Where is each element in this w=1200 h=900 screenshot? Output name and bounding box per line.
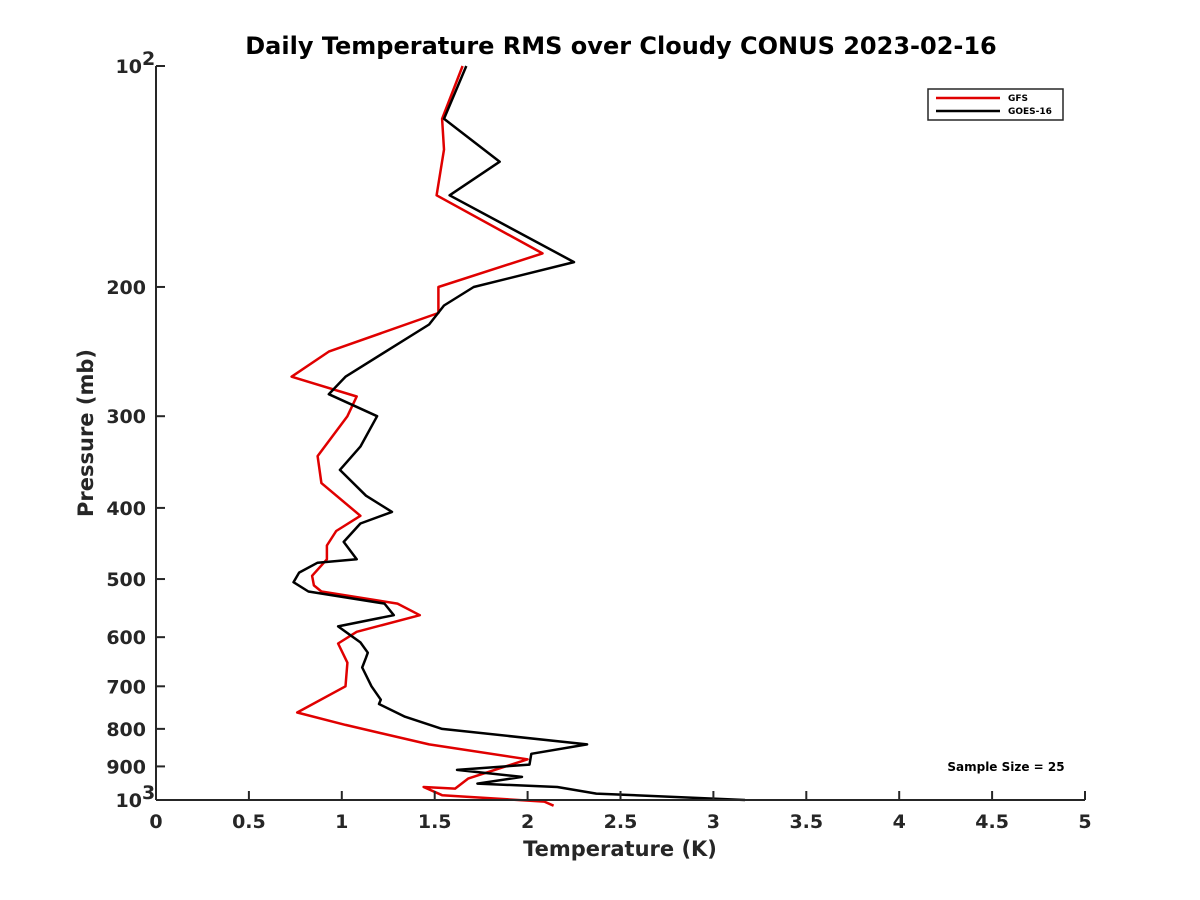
y-tick-label: 300 [106,406,146,428]
y-tick-label: 800 [106,719,146,741]
y-tick-label: 10 [116,790,142,812]
x-tick-label: 2 [521,811,534,833]
x-tick-label: 1.5 [418,811,452,833]
x-tick-label: 0 [149,811,162,833]
chart-legend: GFS GOES-16 [927,88,1064,121]
y-tick-label: 400 [106,498,146,520]
y-tick-exponent: 2 [142,48,155,70]
series-line-gfs [290,65,555,807]
y-tick-label: 700 [106,676,146,698]
legend-label: GFS [1008,94,1028,104]
x-tick-label: 1 [335,811,348,833]
x-tick-label: 5 [1078,811,1091,833]
axis-ticks: 0 0.5 1 1.5 2 2.5 3 3.5 4 4.5 510 22003004005006007… [106,48,1091,833]
y-tick-label: 500 [106,569,146,591]
x-tick-label: 3.5 [789,811,823,833]
y-tick-label: 900 [106,756,146,778]
y-tick-label: 600 [106,627,146,649]
sample-size-annotation: Sample Size = 25 [947,760,1064,774]
y-tick-label: 200 [106,277,146,299]
x-tick-label: 4 [893,811,906,833]
legend-label: GOES-16 [1008,107,1052,117]
plot-series [290,65,746,807]
x-tick-label: 3 [707,811,720,833]
y-tick-exponent: 3 [142,782,155,804]
x-axis-label: Temperature (K) [523,837,717,861]
y-axis-label: Pressure (mb) [74,349,98,517]
plot-axes [155,66,1085,801]
y-tick-label: 10 [116,56,142,78]
x-tick-label: 0.5 [232,811,266,833]
legend-box [927,88,1064,121]
series-line-goes-16 [292,65,746,802]
chart-title: Daily Temperature RMS over Cloudy CONUS … [245,32,997,60]
x-tick-label: 2.5 [604,811,638,833]
x-tick-label: 4.5 [975,811,1009,833]
